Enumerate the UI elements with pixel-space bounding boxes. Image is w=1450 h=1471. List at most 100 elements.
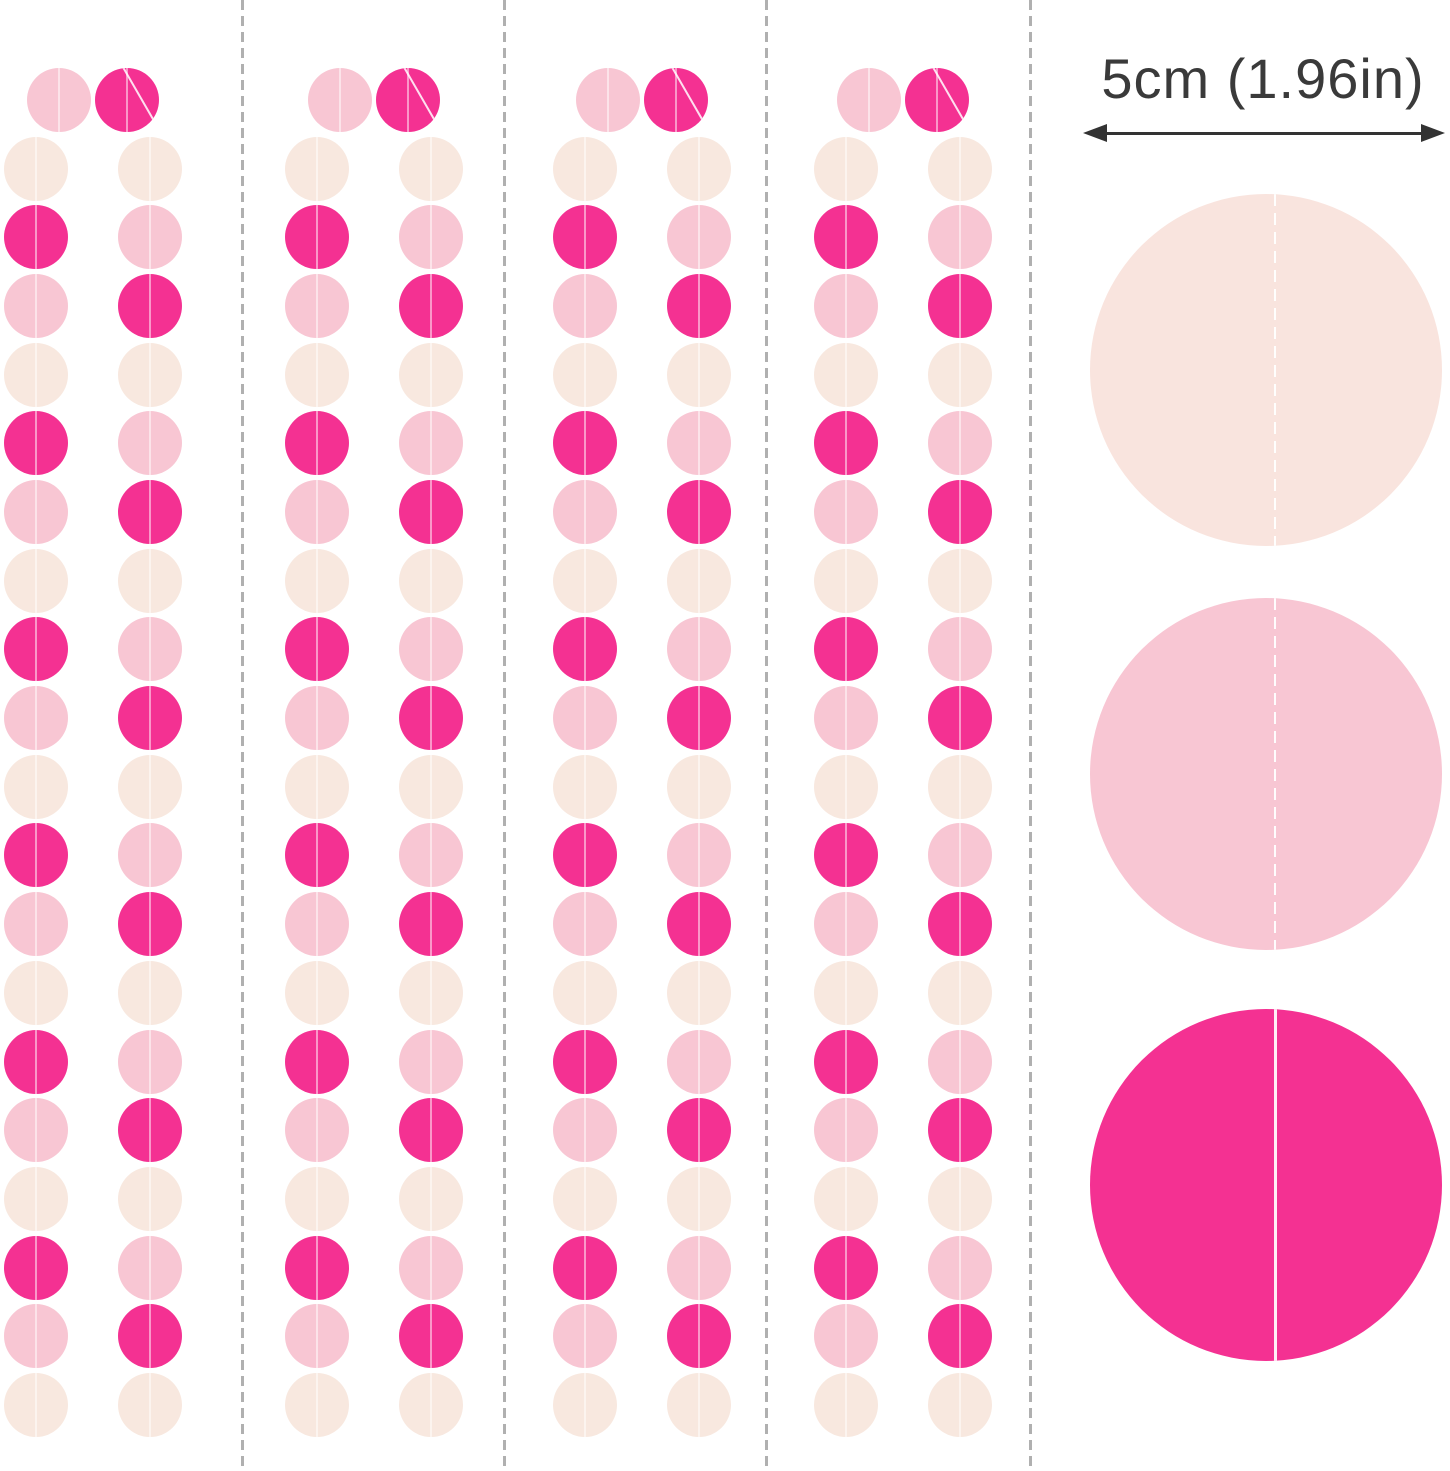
garland-circle-light_pink — [814, 480, 878, 545]
garland-circle-blush — [285, 1372, 349, 1437]
stitch-thread — [316, 342, 318, 407]
garland-circle-blush — [118, 1166, 182, 1231]
stitch-thread — [149, 1372, 151, 1437]
stitch-thread — [959, 548, 961, 613]
garland-circle-light_pink — [308, 68, 372, 132]
garland-circle-hot_pink — [399, 686, 463, 751]
stitch-thread — [316, 892, 318, 957]
garland-circle-blush — [814, 754, 878, 819]
garland-circle-hot_pink — [118, 1304, 182, 1369]
stitch-thread — [430, 342, 432, 407]
garland-circle-light_pink — [553, 480, 617, 545]
stitch-thread — [316, 960, 318, 1025]
garland-circle-blush — [285, 136, 349, 201]
garland-circle-hot_pink — [118, 1098, 182, 1163]
garland-circle-light_pink — [285, 686, 349, 751]
stitch-thread — [584, 1304, 586, 1369]
garland-circle-hot_pink — [285, 205, 349, 270]
stitch-thread — [959, 1029, 961, 1094]
garland-circle-light_pink — [667, 617, 731, 682]
stitch-thread — [149, 686, 151, 751]
stitch-thread — [584, 1029, 586, 1094]
stitch-thread — [58, 68, 60, 132]
stitch-thread — [35, 960, 37, 1025]
garland-circle-light_pink — [667, 205, 731, 270]
garland-circle-blush — [118, 136, 182, 201]
garland-circle-light_pink — [285, 1304, 349, 1369]
stitch-thread — [584, 1166, 586, 1231]
garland-circle-light_pink — [553, 1304, 617, 1369]
garland-circle-light_pink — [399, 1029, 463, 1094]
stitch-thread — [845, 411, 847, 476]
stitch-thread — [149, 205, 151, 270]
arrowhead-right-icon — [1421, 124, 1445, 142]
stitch-thread — [868, 68, 870, 132]
garland-circle-hot_pink — [814, 205, 878, 270]
stitch-thread — [845, 136, 847, 201]
cut-line — [1029, 0, 1032, 1471]
garland-circle-blush — [399, 548, 463, 613]
stitch-thread — [584, 960, 586, 1025]
stitch-thread — [35, 1372, 37, 1437]
stitch-thread — [845, 617, 847, 682]
garland-circle-blush — [4, 136, 68, 201]
garland-circle-hot_pink — [644, 68, 708, 132]
garland-circle-hot_pink — [553, 411, 617, 476]
garland-circle-hot_pink — [399, 892, 463, 957]
garland-circle-blush — [928, 342, 992, 407]
garland-circle-light_pink — [4, 1098, 68, 1163]
garland-circle-blush — [118, 548, 182, 613]
garland-circle-light_pink — [928, 1235, 992, 1300]
stitch-thread — [35, 342, 37, 407]
garland-circle-light_pink — [928, 1029, 992, 1094]
garland-circle-blush — [667, 960, 731, 1025]
stitch-thread — [316, 1029, 318, 1094]
stitch-thread — [430, 136, 432, 201]
stitch-thread — [959, 1372, 961, 1437]
garland-circle-blush — [667, 342, 731, 407]
stitch-thread — [316, 1235, 318, 1300]
stitch-thread — [430, 411, 432, 476]
stitch-thread — [845, 686, 847, 751]
stitch-thread — [698, 686, 700, 751]
garland-circle-hot_pink — [928, 1098, 992, 1163]
garland-circle-hot_pink — [399, 1304, 463, 1369]
garland-circle-light_pink — [553, 274, 617, 339]
stitch-thread — [35, 274, 37, 339]
garland-circle-hot_pink — [553, 205, 617, 270]
stitch-thread — [959, 274, 961, 339]
stitch-thread — [584, 1372, 586, 1437]
garland-circle-hot_pink — [814, 411, 878, 476]
stitch-thread — [584, 480, 586, 545]
garland-circle-hot_pink — [814, 617, 878, 682]
stitch-thread — [584, 205, 586, 270]
garland-circle-blush — [118, 960, 182, 1025]
garland-circle-hot_pink — [928, 686, 992, 751]
garland-circle-light_pink — [814, 1304, 878, 1369]
stitch-thread — [35, 1304, 37, 1369]
stitch-thread — [584, 686, 586, 751]
garland-circle-hot_pink — [667, 274, 731, 339]
garland-circle-hot_pink — [667, 480, 731, 545]
garland-circle-blush — [667, 754, 731, 819]
stitch-thread — [845, 1029, 847, 1094]
garland-circle-hot_pink — [667, 1304, 731, 1369]
stitch-thread — [316, 205, 318, 270]
garland-circle-blush — [4, 548, 68, 613]
garland-circle-blush — [285, 754, 349, 819]
stitch-thread — [584, 136, 586, 201]
garland-circle-light_pink — [4, 1304, 68, 1369]
garland-circle-light_pink — [118, 205, 182, 270]
stitch-thread — [698, 754, 700, 819]
stitch-thread — [149, 1166, 151, 1231]
stitch-thread — [149, 411, 151, 476]
garland-circle-hot_pink — [285, 617, 349, 682]
stitch-thread — [845, 342, 847, 407]
garland-circle-hot_pink — [667, 892, 731, 957]
garland-circle-blush — [553, 136, 617, 201]
stitch-thread — [430, 1235, 432, 1300]
stitch-thread — [959, 823, 961, 888]
stitch-thread — [845, 823, 847, 888]
stitch-thread — [959, 686, 961, 751]
garland-circle-light_pink — [814, 274, 878, 339]
